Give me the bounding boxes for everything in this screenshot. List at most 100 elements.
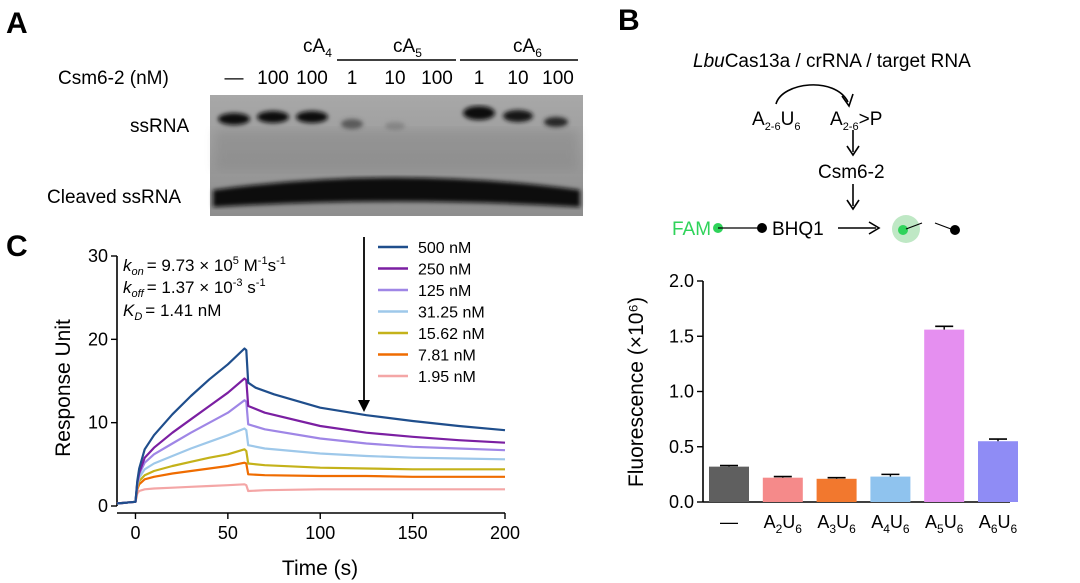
- down-arrow-2-head: [846, 199, 860, 211]
- released-bhq1-dot: [950, 225, 960, 235]
- spr-legend: 500 nM 250 nM 125 nM 31.25 nM 15.62 nM 7.81 n…: [378, 240, 485, 386]
- legend-label: 15.62 nM: [418, 326, 485, 343]
- group-label-ca4: cA4: [303, 36, 332, 60]
- spr-y-tick-label: 0: [98, 496, 108, 516]
- ssrna-bands: [218, 106, 568, 130]
- kon-text: kon = 9.73 × 105 M-1s-1: [123, 255, 286, 278]
- bar-y-axis-title: Fluorescence (×10⁶): [625, 297, 648, 487]
- gel-image: [210, 95, 583, 216]
- ssrna-band: [463, 106, 495, 120]
- gel-smear: [215, 130, 578, 170]
- legend-label: 250 nM: [418, 262, 471, 279]
- spr-x-axis-title: Time (s): [282, 557, 358, 580]
- ssrna-band: [218, 113, 250, 125]
- spr-x-tick-label: 100: [305, 523, 335, 543]
- bar-category-label: A3U6: [817, 512, 856, 536]
- panel-c-letter: C: [6, 230, 28, 263]
- fam-label: FAM: [672, 219, 711, 240]
- lane-label: 100: [542, 68, 574, 89]
- lane-label: 100: [421, 68, 453, 89]
- bar: [870, 476, 911, 502]
- bar-category-label: A6U6: [979, 512, 1018, 536]
- concentration-arrow: [358, 237, 370, 412]
- lane-label: —: [225, 68, 244, 89]
- spr-x-tick-label: 50: [218, 523, 238, 543]
- spr-y-tick-label: 10: [88, 413, 108, 433]
- band-label-ssrna: ssRNA: [130, 116, 189, 137]
- released-fam-linker: [905, 222, 923, 230]
- bar: [709, 466, 749, 502]
- lane-label: 1: [347, 68, 358, 89]
- bar-bars: [709, 325, 1018, 502]
- spr-x-tick-label: 0: [130, 523, 140, 543]
- ssrna-band: [385, 122, 405, 130]
- ssrna-band: [257, 111, 289, 123]
- substrate-label: A2-6U6: [752, 109, 800, 133]
- protein-label: Csm6-2: [818, 162, 885, 183]
- legend-label: 31.25 nM: [418, 305, 485, 322]
- panel-a-letter: A: [6, 7, 28, 40]
- product-label: A2-6>P: [830, 109, 882, 133]
- panel-b-letter: B: [618, 4, 640, 37]
- bar-y-tick-label: 2.0: [669, 271, 694, 291]
- cleaved-band: [213, 177, 580, 207]
- released-fam-dot: [898, 225, 908, 235]
- bar: [816, 478, 857, 502]
- spr-series-line: [116, 347, 506, 505]
- spr-y-axis-title: Response Unit: [52, 319, 75, 457]
- bar-category-label: —: [720, 512, 738, 532]
- bar: [762, 477, 803, 502]
- cleavage-arrowhead: [868, 221, 881, 235]
- panel-a: A cA4 cA5 cA6 Csm6-2 (nM) — 100 100 1 10…: [6, 7, 583, 216]
- koff-text: koff = 1.37 × 10-3 s-1: [123, 277, 266, 300]
- band-label-cleaved: Cleaved ssRNA: [47, 187, 181, 208]
- spr-x-tick-label: 150: [398, 523, 428, 543]
- ssrna-band: [341, 119, 363, 129]
- group-label-ca5: cA5: [393, 36, 422, 60]
- csm6-conc-label: Csm6-2 (nM): [58, 68, 169, 89]
- released-bhq1-linker: [934, 222, 952, 230]
- bar-y-tick-label: 0.5: [669, 437, 694, 457]
- panel-b-scheme: B LbuCas13a / crRNA / target RNA A2-6U6 …: [618, 4, 971, 243]
- legend-label: 125 nM: [418, 283, 471, 300]
- bhq1-label: BHQ1: [772, 219, 824, 240]
- group-label-ca6: cA6: [513, 36, 542, 60]
- ssrna-band: [296, 111, 328, 123]
- kd-text: KD = 1.41 nM: [123, 301, 221, 323]
- concentration-arrow-head: [358, 400, 370, 412]
- lane-label: 100: [257, 68, 289, 89]
- bar-category-label: A2U6: [764, 512, 803, 536]
- lane-label: 100: [296, 68, 328, 89]
- bar-category-label: A4U6: [871, 512, 910, 536]
- down-arrow-1-head: [846, 145, 860, 157]
- legend-label: 500 nM: [418, 240, 471, 257]
- bar-y-tick-label: 0.0: [669, 492, 694, 512]
- lane-label: 10: [384, 68, 405, 89]
- reaction-arrow: [775, 84, 849, 105]
- bar: [924, 329, 965, 502]
- spr-series-line: [116, 483, 505, 505]
- panel-b-bar-chart: Fluorescence (×10⁶) 0.0 0.5 1.0 1.5 2.0 — A2U6…: [625, 271, 1018, 536]
- legend-label: 1.95 nM: [418, 369, 476, 386]
- spr-y-tick-label: 30: [88, 246, 108, 266]
- bar: [978, 441, 1018, 502]
- spr-lines: [116, 347, 506, 505]
- ssrna-band: [503, 110, 533, 122]
- legend-label: 7.81 nM: [418, 348, 476, 365]
- lane-label: 10: [507, 68, 528, 89]
- enzyme-label: LbuCas13a / crRNA / target RNA: [693, 51, 971, 72]
- spr-y-tick-label: 20: [88, 329, 108, 349]
- ssrna-band: [544, 117, 568, 127]
- kinetic-constants: kon = 9.73 × 105 M-1s-1 koff = 1.37 × 10-3…: [123, 255, 286, 323]
- panel-c: C Response Unit Time (s) 0 10 20 30 0 50 100 15…: [6, 230, 520, 580]
- bhq1-dot: [757, 223, 767, 233]
- bar-y-tick-label: 1.5: [669, 326, 694, 346]
- spr-x-tick-label: 200: [490, 523, 520, 543]
- lane-label: 1: [474, 68, 485, 89]
- reaction-arrowhead: [841, 93, 854, 108]
- lane-labels: — 100 100 1 10 100 1 10 100: [225, 68, 574, 89]
- spr-axes: 0 10 20 30 0 50 100 150 200: [88, 246, 520, 543]
- bar-y-tick-label: 1.0: [669, 382, 694, 402]
- bar-category-label: A5U6: [925, 512, 964, 536]
